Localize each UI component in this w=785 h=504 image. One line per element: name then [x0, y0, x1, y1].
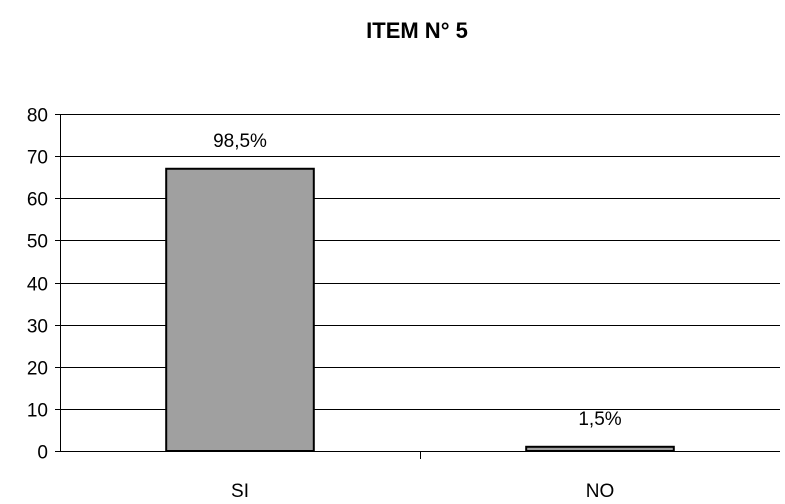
y-tick-label-80: 80 — [27, 106, 48, 127]
y-axis-ticks: 0 10 20 30 40 50 60 70 80 — [27, 106, 60, 464]
bar-no — [525, 445, 675, 453]
data-label-si: 98,5% — [213, 131, 267, 152]
bar-si — [165, 167, 315, 452]
x-tick-label-si: SI — [231, 481, 249, 502]
y-tick-label-70: 70 — [27, 148, 48, 169]
y-tick-label-20: 20 — [27, 359, 48, 380]
y-tick-label-10: 10 — [27, 401, 48, 422]
y-tick-label-50: 50 — [27, 232, 48, 253]
data-label-no: 1,5% — [578, 409, 621, 430]
y-tick-label-40: 40 — [27, 275, 48, 296]
axes — [60, 114, 780, 459]
y-tick-label-0: 0 — [37, 443, 48, 464]
y-tick-label-30: 30 — [27, 317, 48, 338]
chart-title: ITEM N° 5 — [366, 18, 468, 43]
labels: SI 98,5% NO 1,5% — [213, 131, 622, 502]
x-tick-label-no: NO — [586, 481, 615, 502]
y-tick-label-60: 60 — [27, 190, 48, 211]
